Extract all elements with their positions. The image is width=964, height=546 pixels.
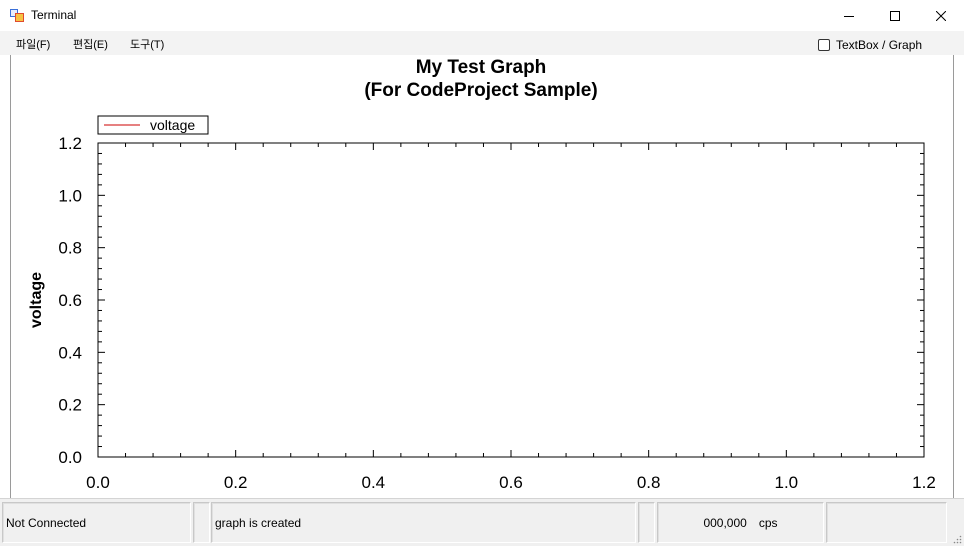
status-rate-unit: cps: [758, 515, 778, 530]
y-tick-label: 0.0: [58, 448, 82, 467]
app-icon: [10, 9, 24, 22]
chart-title: My Test Graph: [416, 57, 547, 78]
menu-item-tools[interactable]: 도구(T): [130, 39, 165, 51]
x-tick-label: 1.0: [775, 473, 799, 492]
x-tick-label: 0.2: [224, 473, 248, 492]
minimize-icon: [844, 15, 854, 17]
checkbox[interactable]: [818, 39, 830, 51]
status-message-text: graph is created: [215, 515, 302, 530]
legend-box: [97, 115, 209, 135]
title-bar: Terminal: [0, 0, 964, 31]
resize-grip-icon[interactable]: [952, 534, 962, 544]
legend-label: voltage: [150, 117, 195, 133]
x-tick-label: 0.0: [86, 473, 110, 492]
close-button[interactable]: [918, 0, 964, 31]
y-axis-label: voltage: [28, 272, 45, 328]
menu-item-file[interactable]: 파일(F): [16, 39, 51, 51]
status-connection-text: Not Connected: [6, 515, 87, 530]
menu-item-edit[interactable]: 편집(E): [73, 39, 108, 51]
graph-chart: My Test Graph(For CodeProject Sample) 0.0…: [28, 57, 936, 492]
graph-panel: My Test Graph (For CodeProject Sample) 0.0…: [10, 55, 954, 498]
status-spacer: [193, 502, 210, 543]
status-spacer-2: [638, 502, 655, 543]
y-tick-label: 1.2: [58, 134, 82, 153]
status-connection: Not Connected: [2, 502, 191, 543]
close-icon: [936, 10, 946, 21]
status-bar: Not Connected graph is created 000,000 c…: [0, 498, 964, 546]
checkbox-label: TextBox / Graph: [836, 38, 923, 52]
maximize-button[interactable]: [872, 0, 918, 31]
y-tick-label: 0.4: [58, 343, 82, 362]
y-tick-label: 0.8: [58, 239, 82, 258]
minimize-button[interactable]: [826, 0, 872, 31]
y-tick-label: 0.6: [58, 291, 82, 310]
plot-area-border: [97, 142, 925, 458]
x-tick-label: 0.4: [362, 473, 386, 492]
menu-bar: 파일(F) 편집(E) 도구(T): [0, 31, 964, 55]
x-tick-label: 1.2: [912, 473, 936, 492]
x-tick-label: 0.8: [637, 473, 661, 492]
x-tick-label: 0.6: [499, 473, 523, 492]
status-empty-panel: [826, 502, 947, 543]
status-message: graph is created: [211, 502, 636, 543]
maximize-icon: [890, 10, 900, 21]
chart-subtitle: (For CodeProject Sample): [364, 80, 597, 101]
textbox-graph-toggle[interactable]: TextBox / Graph: [818, 38, 922, 52]
y-tick-label: 1.0: [58, 186, 82, 205]
window-title: Terminal: [31, 8, 77, 22]
status-rate-value: 000,000: [703, 515, 747, 530]
y-tick-label: 0.2: [58, 396, 82, 415]
status-rate: 000,000 cps: [657, 502, 824, 543]
